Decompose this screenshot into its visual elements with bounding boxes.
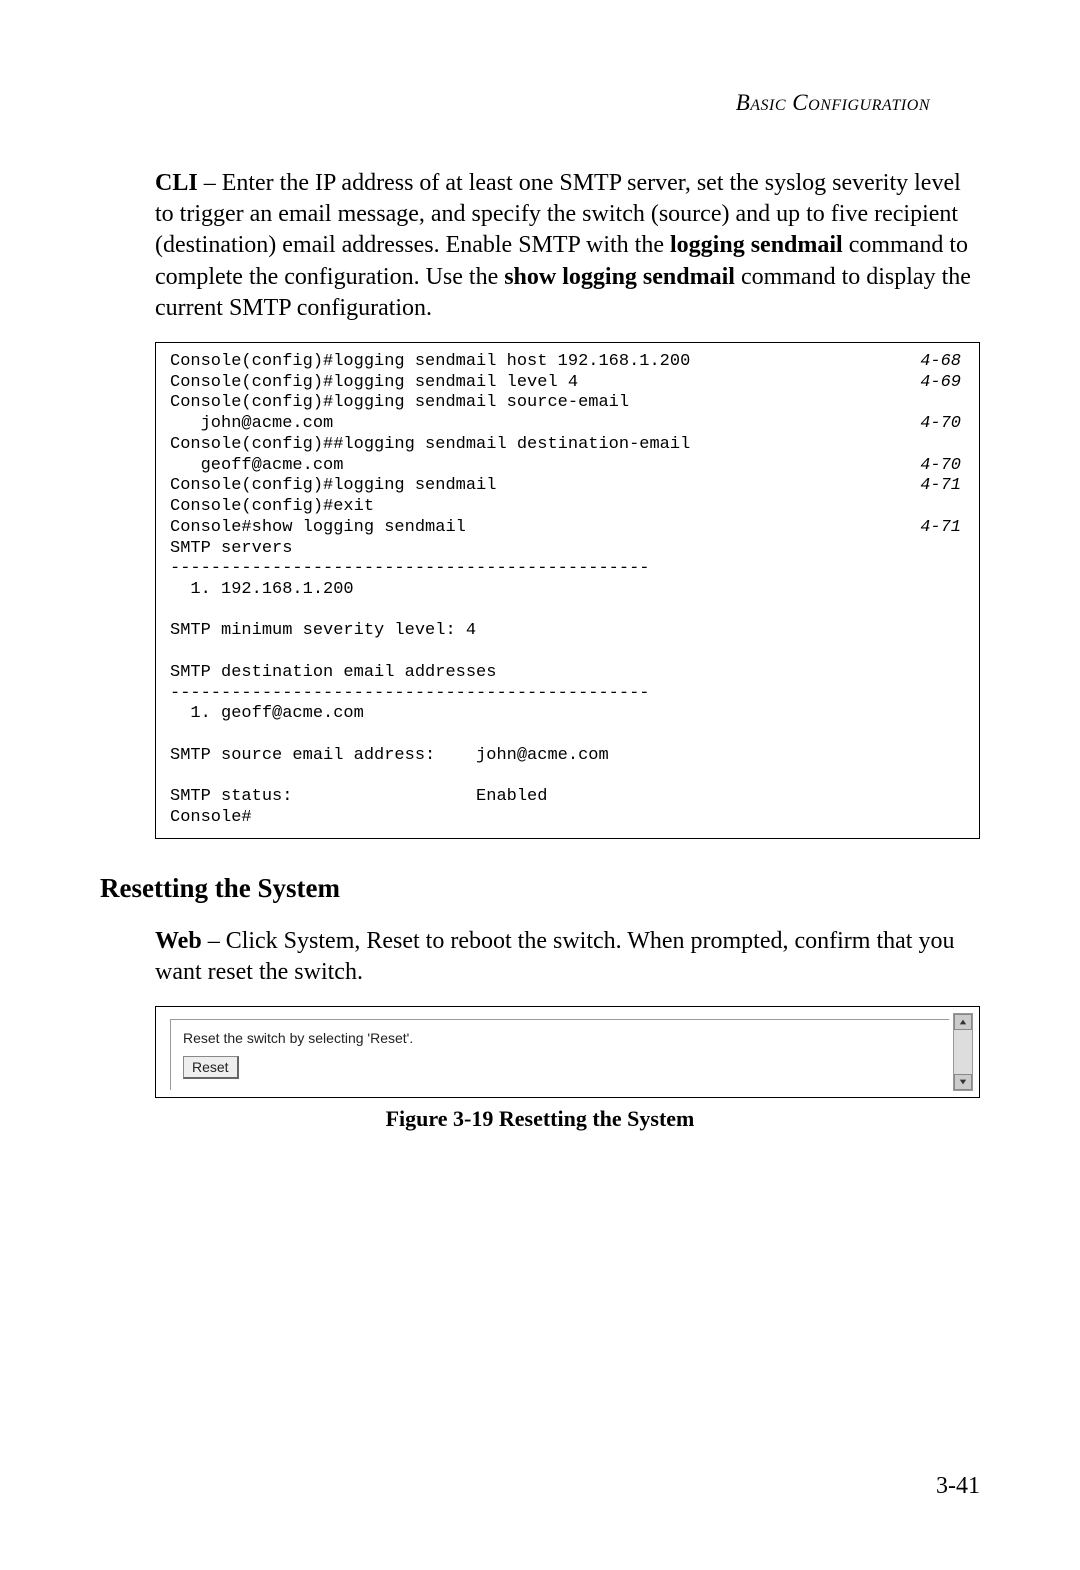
page-header: Basic Configuration <box>100 90 930 116</box>
code-text: Console(config)##logging sendmail destin… <box>170 435 690 456</box>
code-line: ----------------------------------------… <box>170 559 965 580</box>
code-text <box>170 601 180 622</box>
page-container: Basic Configuration CLI – Enter the IP a… <box>0 0 1080 1570</box>
code-ref: 4-68 <box>920 352 965 373</box>
code-text: SMTP source email address: john@acme.com <box>170 746 609 767</box>
code-text: SMTP status: Enabled <box>170 787 547 808</box>
scrollbar[interactable] <box>953 1013 973 1091</box>
para1-bold1: logging sendmail <box>670 232 843 258</box>
code-text: SMTP servers <box>170 539 292 560</box>
code-text: Console(config)#logging sendmail level 4 <box>170 373 578 394</box>
code-line: Console(config)#logging sendmail host 19… <box>170 352 965 373</box>
code-line: SMTP servers <box>170 539 965 560</box>
screenshot-text: Reset the switch by selecting 'Reset'. <box>183 1030 949 1046</box>
screenshot-panel: Reset the switch by selecting 'Reset'. R… <box>155 1006 980 1098</box>
code-line: SMTP destination email addresses <box>170 663 965 684</box>
code-text: Console#show logging sendmail <box>170 518 466 539</box>
code-line: 1. geoff@acme.com <box>170 704 965 725</box>
code-text: geoff@acme.com <box>170 456 343 477</box>
cli-code-block: Console(config)#logging sendmail host 19… <box>155 342 980 839</box>
screenshot-inner: Reset the switch by selecting 'Reset'. R… <box>170 1019 949 1090</box>
scroll-down-icon[interactable] <box>954 1074 972 1090</box>
code-text: Console(config)#exit <box>170 497 374 518</box>
code-line: 1. 192.168.1.200 <box>170 580 965 601</box>
code-text <box>170 725 180 746</box>
paragraph-cli: CLI – Enter the IP address of at least o… <box>155 168 980 324</box>
code-line: SMTP minimum severity level: 4 <box>170 621 965 642</box>
code-ref: 4-71 <box>920 518 965 539</box>
page-number: 3-41 <box>936 1473 980 1500</box>
code-line: Console(config)#exit <box>170 497 965 518</box>
code-line: Console# <box>170 808 965 829</box>
code-line: Console(config)#logging sendmail source-… <box>170 393 965 414</box>
code-text: Console(config)#logging sendmail host 19… <box>170 352 690 373</box>
code-ref: 4-70 <box>920 414 965 435</box>
code-line: Console(config)##logging sendmail destin… <box>170 435 965 456</box>
para1-bold2: show logging sendmail <box>504 264 735 290</box>
paragraph-web: Web – Click System, Reset to reboot the … <box>155 926 980 988</box>
code-line <box>170 725 965 746</box>
code-text: 1. 192.168.1.200 <box>170 580 354 601</box>
code-text <box>170 642 180 663</box>
code-line <box>170 601 965 622</box>
code-line <box>170 767 965 788</box>
code-line: ----------------------------------------… <box>170 684 965 705</box>
para2-lead: Web <box>155 928 202 954</box>
code-line: SMTP source email address: john@acme.com <box>170 746 965 767</box>
code-ref: 4-69 <box>920 373 965 394</box>
code-text: john@acme.com <box>170 414 333 435</box>
code-text: ----------------------------------------… <box>170 684 649 705</box>
header-title: Basic Configuration <box>736 90 930 115</box>
code-line <box>170 642 965 663</box>
code-line: john@acme.com 4-70 <box>170 414 965 435</box>
code-line: Console#show logging sendmail 4-71 <box>170 518 965 539</box>
code-text: 1. geoff@acme.com <box>170 704 364 725</box>
section-heading-reset: Resetting the System <box>100 873 980 904</box>
code-line: Console(config)#logging sendmail 4-71 <box>170 476 965 497</box>
code-text: Console(config)#logging sendmail source-… <box>170 393 629 414</box>
code-line: SMTP status: Enabled <box>170 787 965 808</box>
code-text: SMTP destination email addresses <box>170 663 496 684</box>
para1-lead: CLI <box>155 170 198 196</box>
code-text: ----------------------------------------… <box>170 559 649 580</box>
code-line: Console(config)#logging sendmail level 4… <box>170 373 965 394</box>
reset-button[interactable]: Reset <box>183 1056 239 1079</box>
code-text <box>170 767 180 788</box>
code-text: Console(config)#logging sendmail <box>170 476 496 497</box>
figure-caption: Figure 3-19 Resetting the System <box>100 1106 980 1132</box>
code-text: SMTP minimum severity level: 4 <box>170 621 476 642</box>
scroll-up-icon[interactable] <box>954 1014 972 1030</box>
code-ref: 4-71 <box>920 476 965 497</box>
code-text: Console# <box>170 808 252 829</box>
code-ref: 4-70 <box>920 456 965 477</box>
para2-rest: – Click System, Reset to reboot the swit… <box>155 928 954 985</box>
code-line: geoff@acme.com 4-70 <box>170 456 965 477</box>
